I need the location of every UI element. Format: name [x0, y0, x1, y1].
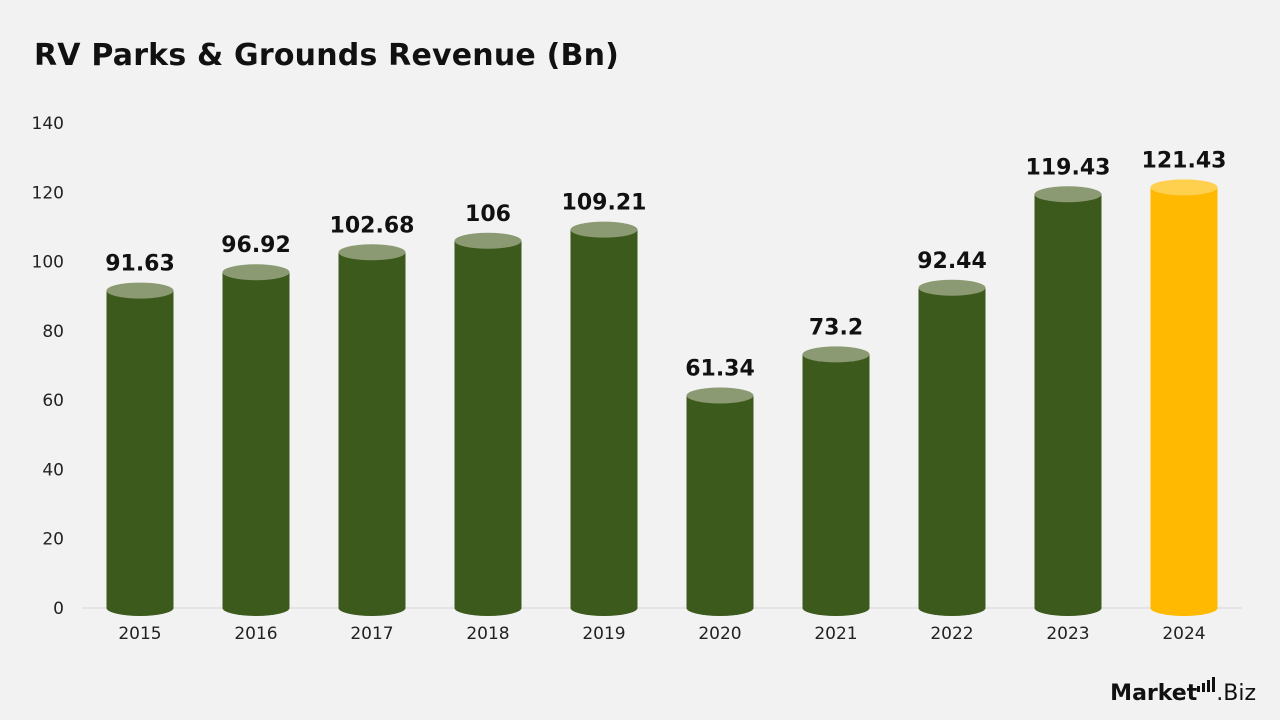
bar-top — [802, 346, 870, 363]
bar-top — [222, 264, 290, 281]
data-label: 96.92 — [221, 233, 291, 258]
y-tick-label: 40 — [42, 460, 64, 480]
data-label: 73.2 — [809, 315, 863, 340]
y-tick-label: 0 — [53, 599, 64, 619]
data-label: 91.63 — [105, 252, 175, 277]
x-tick-label: 2020 — [698, 624, 741, 644]
y-tick-label: 60 — [42, 391, 64, 411]
y-tick-label: 140 — [32, 114, 64, 134]
bar — [1150, 187, 1218, 616]
data-label: 61.34 — [685, 357, 755, 382]
chart-title: RV Parks & Grounds Revenue (Bn) — [34, 38, 620, 73]
bar — [686, 395, 754, 616]
bar — [1034, 194, 1102, 616]
x-tick-label: 2024 — [1162, 624, 1205, 644]
x-tick-label: 2016 — [234, 624, 277, 644]
bar — [222, 272, 290, 616]
bar-top — [570, 221, 638, 238]
x-tick-label: 2022 — [930, 624, 973, 644]
x-tick-label: 2019 — [582, 624, 625, 644]
bar-top — [106, 282, 174, 299]
bar — [570, 229, 638, 617]
bar — [106, 290, 174, 616]
bar-top — [1034, 186, 1102, 203]
data-label: 106 — [465, 202, 511, 227]
data-label: 102.68 — [330, 213, 415, 238]
x-tick-label: 2018 — [466, 624, 509, 644]
bar — [802, 354, 870, 616]
marketbiz-logo: Market .Biz — [1110, 677, 1256, 706]
bar-top — [686, 387, 754, 404]
logo-brand: Market — [1110, 681, 1198, 706]
logo-bars-icon — [1197, 677, 1216, 692]
x-tick-label: 2017 — [350, 624, 393, 644]
logo-suffix: .Biz — [1216, 681, 1256, 706]
data-label: 109.21 — [562, 191, 647, 216]
bar-top — [918, 279, 986, 296]
x-tick-label: 2015 — [118, 624, 161, 644]
data-label: 119.43 — [1026, 155, 1111, 180]
data-label: 92.44 — [917, 249, 987, 274]
y-tick-label: 20 — [42, 530, 64, 550]
y-tick-label: 120 — [32, 183, 64, 203]
x-tick-label: 2023 — [1046, 624, 1089, 644]
bar — [454, 240, 522, 617]
bar-top — [1150, 179, 1218, 196]
x-tick-label: 2021 — [814, 624, 857, 644]
bar — [338, 252, 406, 616]
bar-top — [338, 244, 406, 261]
bar — [918, 287, 986, 616]
y-tick-label: 80 — [42, 322, 64, 342]
y-tick-label: 100 — [32, 253, 64, 273]
data-label: 121.43 — [1142, 148, 1227, 173]
bar-top — [454, 232, 522, 249]
